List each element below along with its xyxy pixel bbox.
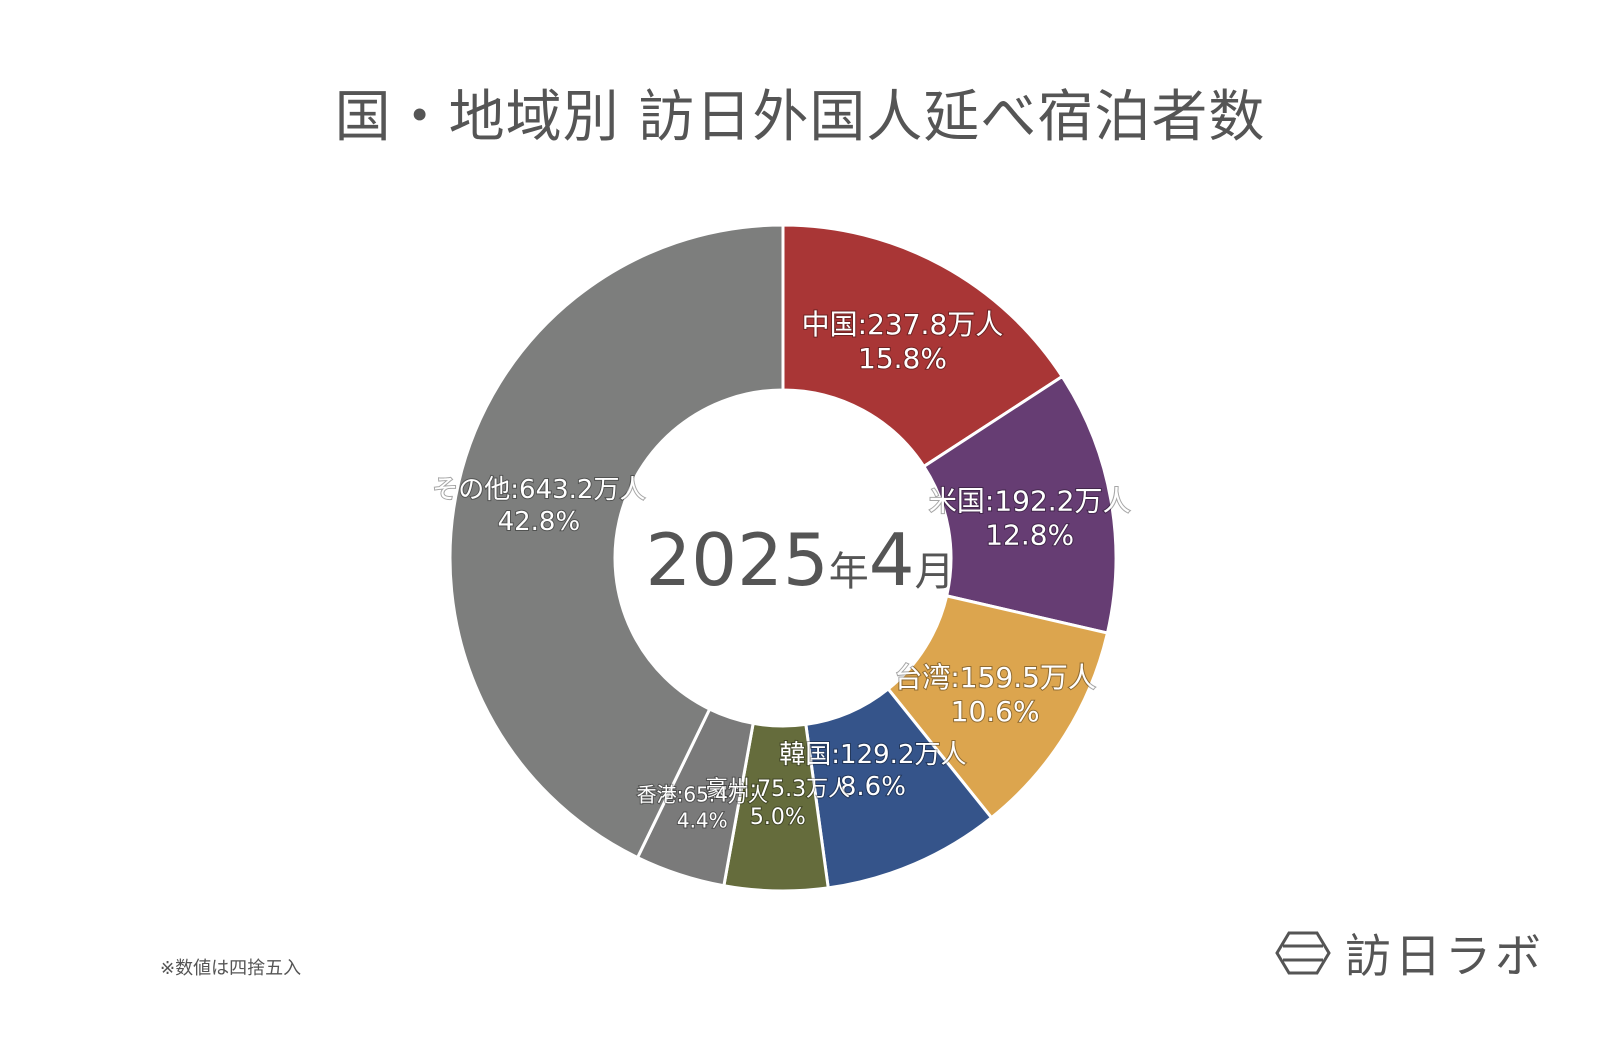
brand-logo: 訪日ラボ [1275, 920, 1545, 986]
brand-hexagon-icon [1275, 931, 1331, 975]
footnote: ※数値は四捨五入 [160, 958, 302, 979]
slice-labels: 中国:237.8万人 15.8% 米国:192.2万人 12.8% 台湾:159.5万人… [431, 307, 1131, 834]
slice-label-韓国: 韓国:129.2万人 8.6% [779, 740, 966, 802]
slice-label-その他: その他:643.2万人 42.8% [432, 475, 645, 537]
center-year: 2025 [645, 518, 828, 602]
slice-label-台湾: 台湾:159.5万人 10.6% [894, 661, 1096, 728]
slice-米国 [921, 374, 1118, 635]
slice-中国 [781, 223, 1065, 469]
slice-label-豪州: 豪州:75.3万人 5.0% [706, 777, 850, 830]
brand-name: 訪日ラボ [1345, 929, 1545, 983]
donut-slices [448, 223, 1118, 893]
slice-その他 [448, 223, 785, 860]
chart-title: 国・地域別 訪日外国人延べ宿泊者数 [334, 85, 1266, 150]
center-year-unit: 年 [829, 549, 869, 595]
center-month-unit: 月 [915, 549, 955, 595]
slice-label-中国: 中国:237.8万人 15.8% [802, 308, 1004, 375]
slice-label-香港: 香港:65.4万人 4.4% [637, 783, 768, 833]
center-label: 2025年4月 [645, 518, 954, 602]
center-month: 4 [869, 518, 915, 602]
slice-label-米国: 米国:192.2万人 12.8% [929, 484, 1131, 551]
